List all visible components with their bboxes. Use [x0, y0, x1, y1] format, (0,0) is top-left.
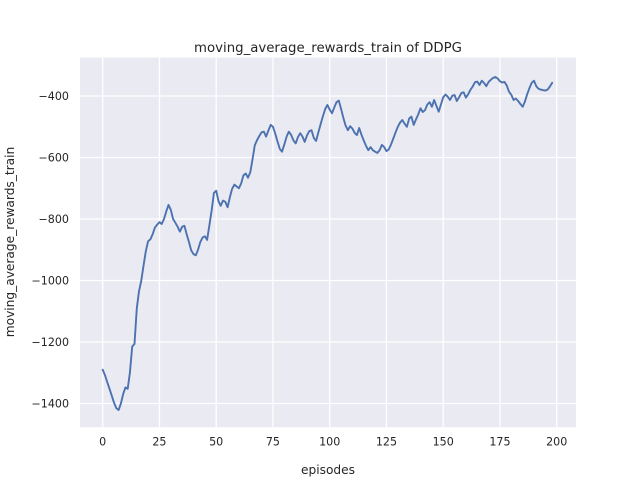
tick-label: 25	[152, 436, 166, 449]
tick-label: 200	[546, 436, 567, 449]
tick-label: −1200	[31, 336, 69, 349]
grid-lines	[80, 57, 576, 428]
tick-label: 0	[99, 436, 106, 449]
tick-label: −1000	[31, 275, 69, 288]
tick-label: 125	[376, 436, 397, 449]
tick-label: 150	[433, 436, 454, 449]
y-axis-label: moving_average_rewards_train	[3, 147, 17, 338]
tick-label: 175	[489, 436, 510, 449]
tick-label: −600	[39, 152, 69, 165]
chart-title: moving_average_rewards_train of DDPG	[194, 41, 462, 56]
x-axis-label: episodes	[301, 463, 355, 477]
tick-label: −800	[39, 213, 69, 226]
x-tick-labels: 0 25 50 75 100 125 150 175 200	[99, 436, 567, 449]
tick-label: −400	[39, 90, 69, 103]
tick-label: 50	[209, 436, 223, 449]
tick-label: −1400	[31, 398, 69, 411]
tick-label: 75	[266, 436, 280, 449]
tick-label: 100	[319, 436, 340, 449]
y-tick-labels: −1400 −1200 −1000 −800 −600 −400	[31, 90, 69, 410]
plot-area	[80, 57, 576, 428]
ddpg-reward-line	[101, 76, 554, 411]
